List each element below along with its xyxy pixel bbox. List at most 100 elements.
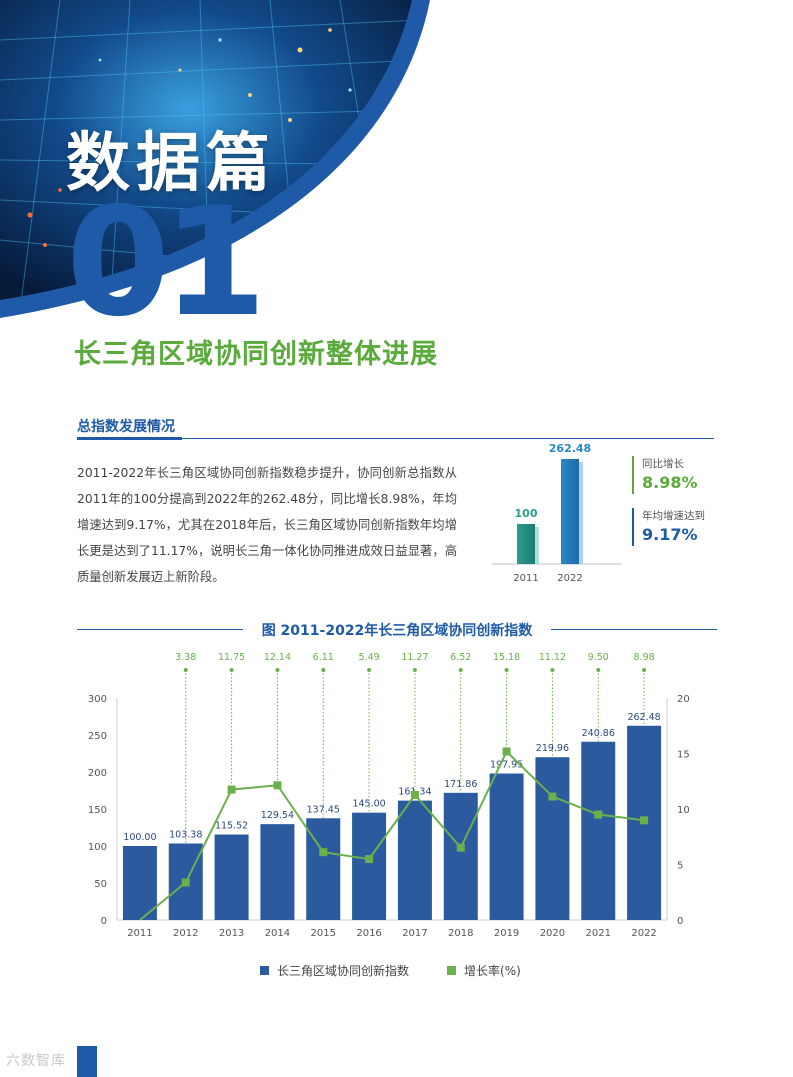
y-right-tick-15: 15 — [677, 750, 690, 761]
x-tick-2011: 2011 — [127, 928, 152, 939]
bar-2011 — [122, 846, 157, 920]
x-tick-2014: 2014 — [265, 928, 290, 939]
rate-guide-dot-2014 — [275, 668, 280, 672]
y-left-tick-300: 300 — [88, 694, 107, 705]
rate-guide-dot-2018 — [458, 668, 463, 672]
rate-point-2015 — [319, 848, 328, 857]
bar-label-2015: 137.45 — [307, 804, 340, 815]
rate-point-2019 — [502, 747, 511, 756]
x-tick-2012: 2012 — [173, 928, 198, 939]
bar-2014 — [260, 824, 295, 920]
chapter-subtitle: 长三角区域协同创新整体进展 — [74, 339, 438, 370]
stat-yoy-label: 同比增长 — [642, 458, 684, 470]
bar-label-2013: 115.52 — [215, 821, 248, 832]
mini-bar-2022 — [561, 459, 579, 564]
rate-point-2021 — [594, 810, 603, 819]
chapter-number: 01 — [66, 176, 267, 340]
hero-title: 数据篇 — [66, 127, 276, 201]
bar-2020 — [535, 757, 570, 920]
rate-point-2017 — [410, 790, 419, 799]
bar-label-2014: 129.54 — [261, 810, 294, 821]
figure-title: 图 2011-2022年长三角区域协同创新指数 — [261, 623, 533, 639]
legend-swatch-index — [260, 966, 269, 975]
bar-2019 — [489, 773, 524, 920]
rate-guide-dot-2022 — [642, 668, 647, 672]
bar-label-2012: 103.38 — [169, 829, 202, 840]
rate-label-2013: 11.75 — [218, 652, 245, 663]
y-right-tick-0: 0 — [677, 916, 683, 927]
bar-label-2021: 240.86 — [582, 728, 615, 739]
section-divider — [77, 437, 714, 440]
mini-value-0: 100 — [515, 507, 538, 520]
x-tick-2016: 2016 — [356, 928, 381, 939]
mini-bar-2011 — [517, 523, 535, 564]
bar-label-2011: 100.00 — [123, 832, 156, 843]
mini-label-1: 2022 — [557, 573, 582, 584]
rate-label-2015: 6.11 — [313, 652, 334, 663]
x-tick-2013: 2013 — [219, 928, 244, 939]
bar-2016 — [352, 812, 387, 920]
stat-yoy: 同比增长 8.98% — [632, 456, 732, 494]
rate-point-2022 — [640, 816, 649, 825]
rate-label-2021: 9.50 — [588, 652, 609, 663]
y-left-tick-200: 200 — [88, 768, 107, 779]
y-right-tick-5: 5 — [677, 861, 683, 872]
rate-label-2019: 15.18 — [493, 652, 520, 663]
x-tick-2022: 2022 — [631, 928, 656, 939]
rate-label-2020: 11.12 — [539, 652, 566, 663]
y-left-tick-50: 50 — [94, 879, 107, 890]
y-left-tick-0: 0 — [101, 916, 107, 927]
x-tick-2021: 2021 — [586, 928, 611, 939]
mini-bar-side-2022 — [579, 462, 583, 564]
chart-legend: 长三角区域协同创新指数 增长率(%) — [260, 962, 521, 979]
y-right-tick-10: 10 — [677, 805, 690, 816]
rate-point-2020 — [548, 792, 557, 801]
y-left-tick-100: 100 — [88, 842, 107, 853]
x-tick-2015: 2015 — [311, 928, 336, 939]
mini-bar-chart: 2011 2022 100 262.48 — [492, 442, 622, 584]
rate-guide-dot-2020 — [550, 668, 555, 672]
rate-point-2016 — [365, 855, 374, 864]
bar-2021 — [581, 741, 616, 920]
x-tick-2020: 2020 — [540, 928, 565, 939]
figure-title-row: 图 2011-2022年长三角区域协同创新指数 — [77, 620, 717, 640]
stat-yoy-value: 8.98% — [642, 473, 698, 492]
figure-title-line-left — [77, 629, 243, 630]
mini-bar-side-2011 — [535, 526, 539, 564]
rate-point-2012 — [181, 878, 190, 887]
rate-label-2014: 12.14 — [264, 652, 291, 663]
bar-2018 — [443, 792, 478, 920]
bar-2013 — [214, 834, 249, 920]
mini-value-1: 262.48 — [549, 442, 591, 455]
watermark: 六数智库 — [6, 1053, 66, 1069]
x-tick-2019: 2019 — [494, 928, 519, 939]
hero-background — [0, 0, 430, 318]
bar-label-2020: 219.96 — [536, 743, 569, 754]
rate-guide-dot-2021 — [596, 668, 601, 672]
rate-guide-dot-2016 — [367, 668, 372, 672]
bar-label-2022: 262.48 — [627, 712, 660, 723]
rate-point-2018 — [456, 843, 465, 852]
mini-stats: 同比增长 8.98% 年均增速达到 9.17% — [632, 456, 732, 560]
rate-guide-dot-2019 — [504, 668, 509, 672]
stat-cagr-label: 年均增速达到 — [642, 510, 705, 522]
rate-label-2016: 5.49 — [359, 652, 380, 663]
rate-point-2013 — [227, 785, 236, 794]
legend-label-index: 长三角区域协同创新指数 — [277, 964, 410, 978]
x-tick-2018: 2018 — [448, 928, 473, 939]
figure-title-line-right — [551, 629, 717, 630]
rate-label-2017: 11.27 — [401, 652, 428, 663]
legend-swatch-rate — [447, 966, 457, 975]
rate-label-2018: 6.52 — [450, 652, 471, 663]
main-combo-chart: 0 50 100 150 200 250 300 0 5 10 15 20 100.00 103.38… — [88, 652, 690, 939]
bar-label-2019: 197.95 — [490, 760, 523, 771]
rate-guide-dot-2013 — [229, 668, 234, 672]
rate-line — [139, 749, 645, 921]
x-tick-2017: 2017 — [402, 928, 427, 939]
bar-label-2018: 171.86 — [444, 779, 477, 790]
y-right-tick-20: 20 — [677, 694, 690, 705]
legend-item-rate: 增长率(%) — [447, 962, 521, 979]
hero-banner: 数据篇 01 — [0, 0, 793, 340]
section-heading: 总指数发展情况 — [77, 419, 175, 435]
bar-2017 — [397, 800, 432, 920]
